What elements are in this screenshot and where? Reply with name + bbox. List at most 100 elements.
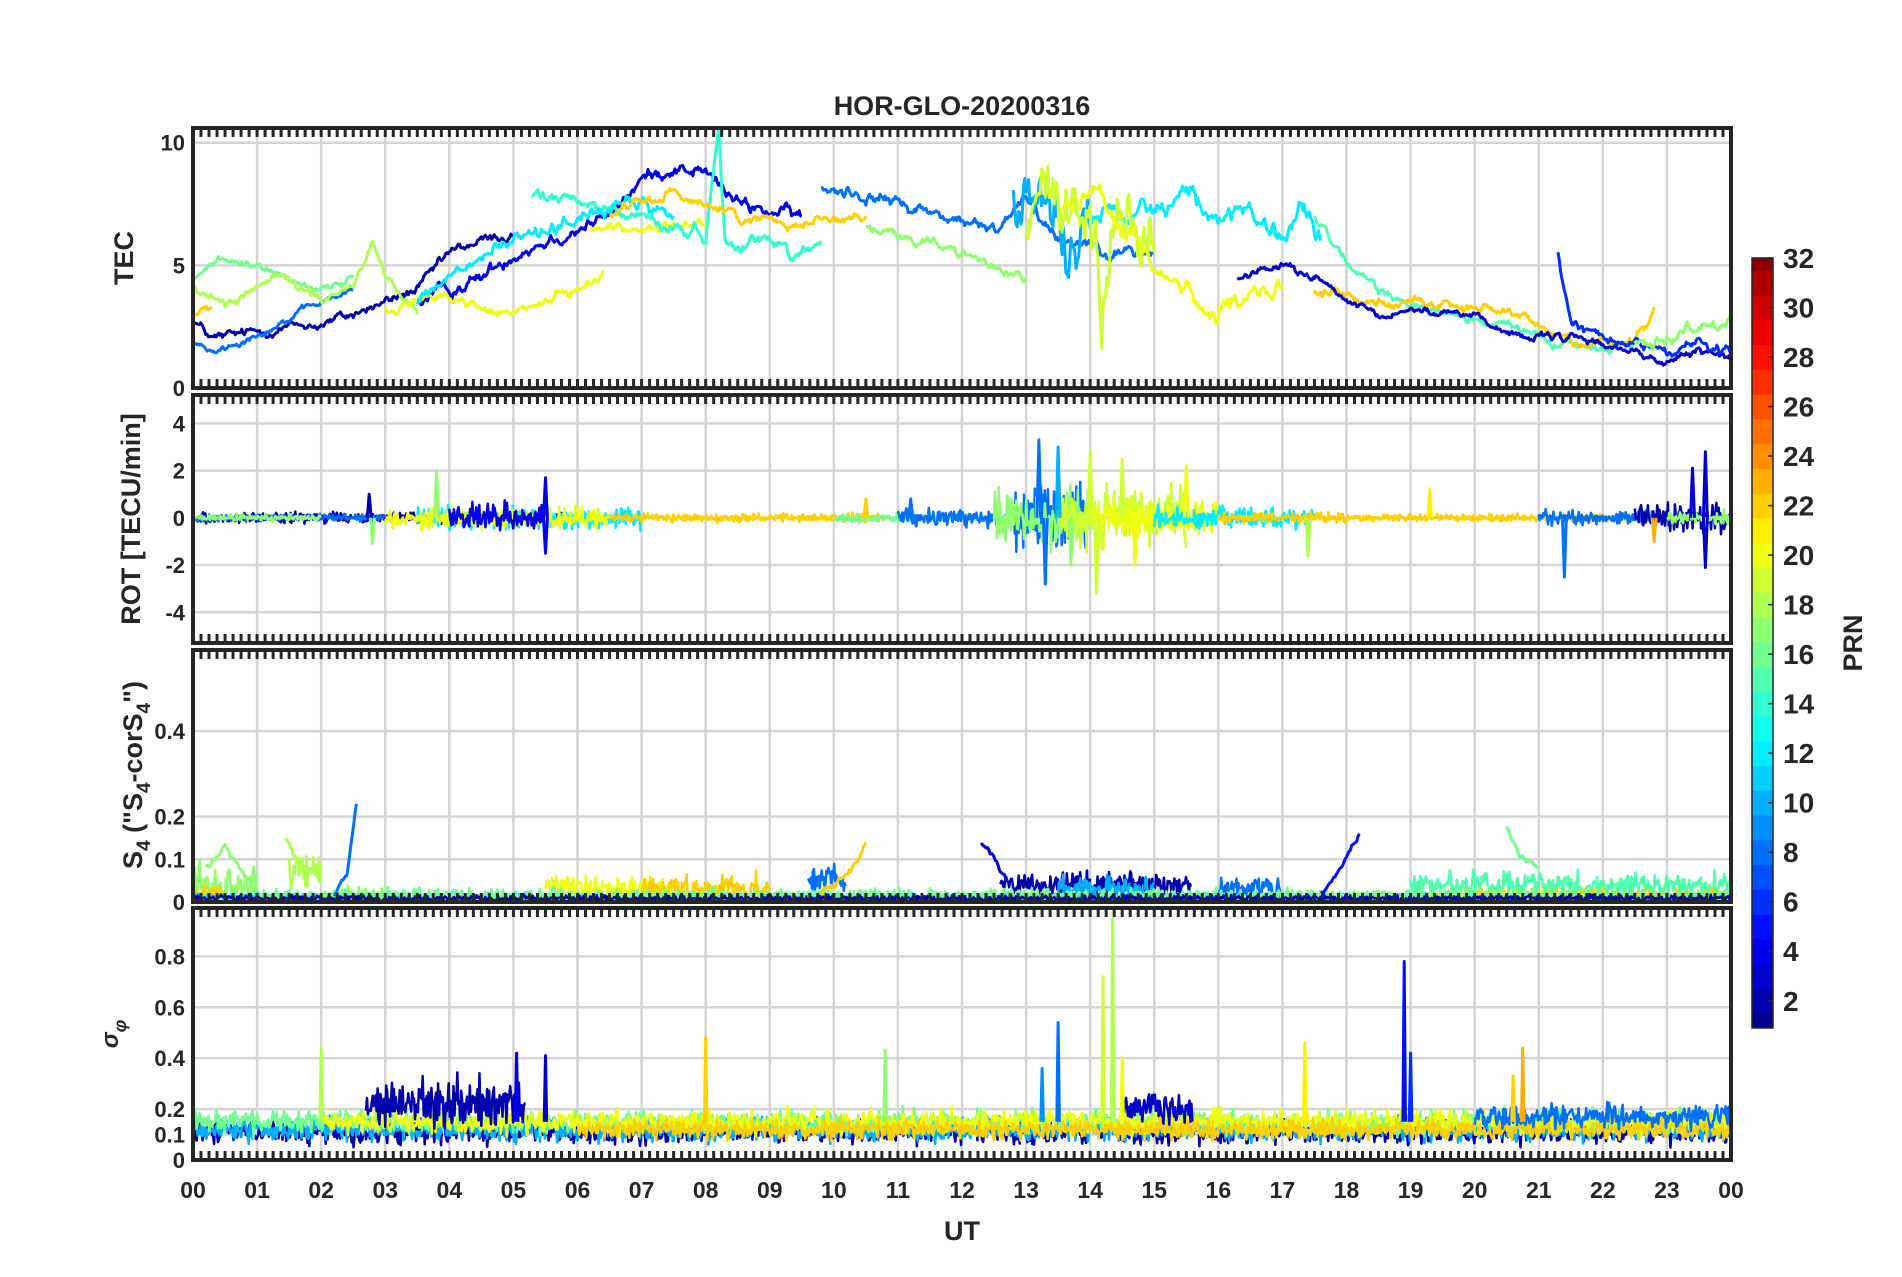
- colorbar-band-prn-2: [1752, 988, 1773, 1014]
- s4-label-part: -corS: [118, 713, 148, 782]
- x-tick-label: 01: [244, 1177, 270, 1203]
- colorbar-band-prn-20: [1752, 542, 1773, 568]
- colorbar-tick-label: 20: [1783, 540, 1814, 571]
- series-line-prn-21: [1426, 488, 1434, 518]
- panel-s4: 0 0.1 0.2 0.4: [154, 648, 1733, 915]
- series-line-prn-19: [1086, 450, 1094, 518]
- colorbar-band-prn-1: [1752, 1013, 1773, 1029]
- colorbar-band-prn-15: [1752, 666, 1773, 692]
- chart-title: HOR-GLO-20200316: [834, 91, 1091, 121]
- y-tick-label: 0.1: [154, 847, 185, 872]
- series-line-prn-19: [1093, 517, 1100, 595]
- colorbar-band-prn-31: [1752, 270, 1773, 296]
- x-tick-label: 09: [757, 1177, 783, 1203]
- panel-tec: 0 5 10: [161, 126, 1733, 401]
- colorbar-tick-label: 24: [1783, 441, 1815, 472]
- x-tick-label: 08: [693, 1177, 719, 1203]
- series-line-prn-22: [608, 186, 868, 233]
- colorbar-tick-label: 26: [1783, 392, 1814, 423]
- colorbar-tick-label: 12: [1783, 738, 1814, 769]
- colorbar-label: PRN: [1838, 614, 1868, 671]
- series-line-prn-8: [1035, 438, 1043, 518]
- series-line-prn-20: [1056, 184, 1284, 325]
- x-tick-label: 05: [501, 1177, 527, 1203]
- s4-label-part: S: [118, 851, 148, 869]
- x-tick-label: 17: [1270, 1177, 1296, 1203]
- series-line-prn-22: [702, 1036, 709, 1122]
- colorbar-tick-label: 16: [1783, 639, 1814, 670]
- x-tick-label: 10: [821, 1177, 847, 1203]
- y-tick-label: 0.8: [154, 944, 185, 969]
- colorbar-band-prn-27: [1752, 369, 1773, 395]
- series-line-prn-14: [531, 128, 823, 263]
- x-tick-label: 21: [1526, 1177, 1552, 1203]
- x-tick-label: 15: [1141, 1177, 1167, 1203]
- series-line-prn-2: [365, 492, 373, 518]
- series-line-prn-18: [318, 1046, 324, 1122]
- colorbar-band-prn-25: [1752, 418, 1773, 445]
- colorbar-band-prn-21: [1752, 517, 1773, 544]
- series-line-prn-17: [865, 224, 1028, 284]
- series-line-prn-8: [332, 803, 358, 897]
- s4-label-sub: 4: [134, 702, 155, 713]
- x-tick-label: 02: [308, 1177, 334, 1203]
- series-line-prn-22: [819, 841, 868, 896]
- series-line-prn-20: [1131, 517, 1139, 567]
- series-line-prn-3: [1689, 466, 1696, 518]
- colorbar-band-prn-11: [1752, 765, 1773, 791]
- colorbar-tick-label: 2: [1783, 986, 1799, 1017]
- series-line-prn-4: [513, 1051, 520, 1122]
- y-tick-label: -2: [165, 553, 185, 578]
- series-line-prn-17: [1633, 313, 1731, 352]
- series-line-prn-3: [979, 842, 1009, 882]
- colorbar-tick-label: 28: [1783, 342, 1814, 373]
- series-line-prn-4: [542, 517, 549, 555]
- data-layer: [193, 438, 1731, 595]
- series-line-prn-10: [1056, 873, 1155, 902]
- series-line-prn-17: [369, 517, 376, 546]
- x-tick-label: 14: [1077, 1177, 1103, 1203]
- x-tick-label: 00: [1718, 1177, 1744, 1203]
- y-tick-label: 0.4: [154, 719, 185, 744]
- s4-label-sub: 4: [134, 840, 155, 851]
- series-line-prn-16: [193, 255, 355, 293]
- series-line-prn-17: [1067, 517, 1075, 567]
- series-line-prn-8: [907, 497, 915, 518]
- series-line-prn-10: [1054, 445, 1062, 518]
- colorbar-band-prn-32: [1752, 258, 1773, 271]
- x-tick-label: 19: [1398, 1177, 1424, 1203]
- series-line-prn-3: [542, 1054, 549, 1122]
- series-line-prn-17: [193, 512, 322, 523]
- y-tick-label: 0: [173, 506, 185, 531]
- series-line-prn-22: [862, 497, 870, 518]
- x-tick-label: 00: [180, 1177, 206, 1203]
- series-line-prn-3: [1701, 450, 1709, 518]
- y-tick-label: 10: [161, 131, 185, 156]
- colorbar-tick-label: 18: [1783, 590, 1814, 621]
- x-tick-label: 03: [372, 1177, 398, 1203]
- colorbar-band-prn-29: [1752, 319, 1773, 346]
- y-tick-label: 0: [173, 376, 185, 401]
- colorbar-band-prn-4: [1752, 938, 1773, 965]
- x-axis-label: UT: [944, 1216, 980, 1246]
- colorbar-band-prn-14: [1752, 691, 1773, 717]
- colorbar-band-prn-24: [1752, 443, 1773, 469]
- series-line-prn-23: [1519, 1046, 1526, 1122]
- sigma-symbol: σ: [97, 1031, 124, 1048]
- colorbar-tick-label: 8: [1783, 837, 1799, 868]
- series-line-prn-8: [1055, 1021, 1061, 1122]
- colorbar-band-prn-28: [1752, 344, 1773, 370]
- y-tick-label: 0.2: [154, 1097, 185, 1122]
- series-line-prn-17: [882, 1049, 888, 1122]
- colorbar-tick-label: 6: [1783, 887, 1799, 918]
- series-line-prn-8: [1041, 517, 1049, 586]
- series-line-prn-6: [1407, 1051, 1414, 1122]
- series-line-prn-18: [193, 240, 419, 315]
- series-line-prn-22: [193, 304, 213, 317]
- x-tick-label: 04: [437, 1177, 463, 1203]
- x-tick-label: 11: [886, 1177, 911, 1203]
- y-tick-label: 0.6: [154, 995, 185, 1020]
- colorbar-tick-label: 10: [1783, 788, 1814, 819]
- series-line-prn-5: [1320, 833, 1361, 895]
